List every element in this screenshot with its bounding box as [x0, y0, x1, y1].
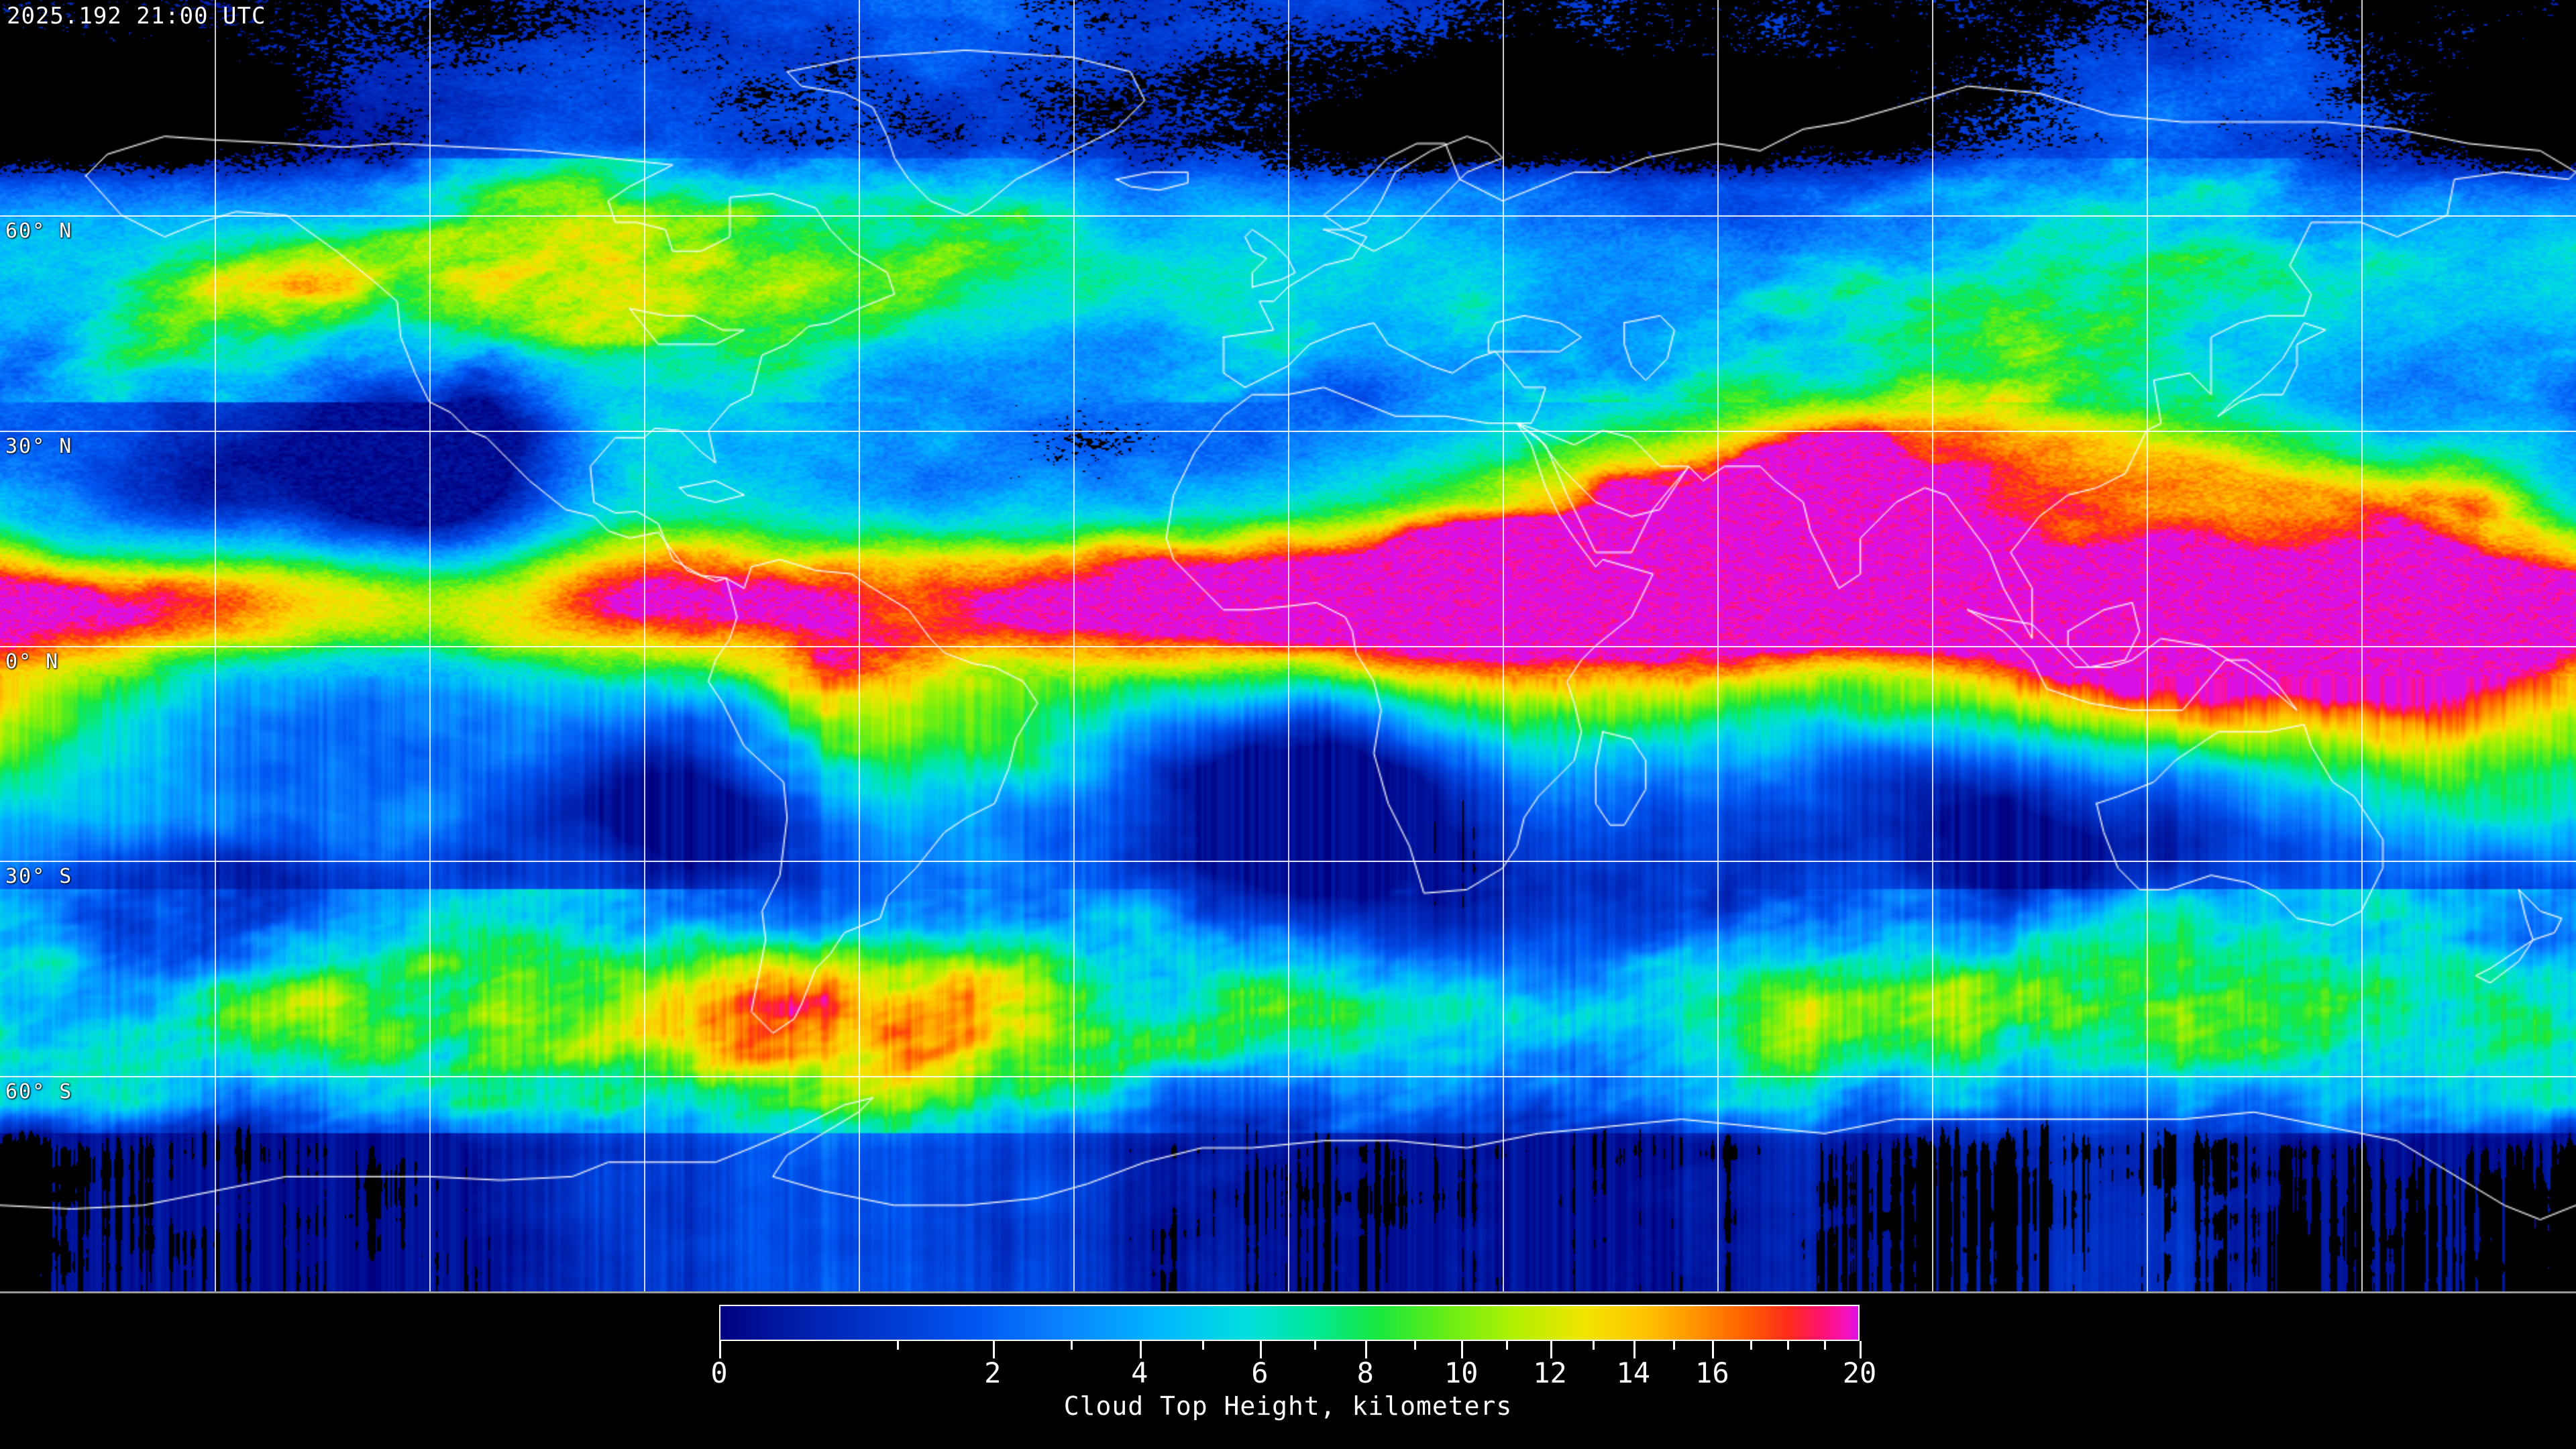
colorbar-tick-label-10: 10	[1444, 1356, 1479, 1389]
cloud-top-height-map[interactable]: 60° N 30° N 0° N 30° S 60° S 2025.192 21:00 …	[0, 0, 2576, 1291]
colorbar-gradient[interactable]	[719, 1305, 1860, 1341]
colorbar-tick-label-20: 20	[1842, 1356, 1877, 1389]
colorbar-tick-label-12: 12	[1533, 1356, 1567, 1389]
timestamp-label: 2025.192 21:00 UTC	[7, 3, 266, 30]
colorbar-minor-tick-7	[1313, 1341, 1316, 1350]
colorbar-minor-tick-18	[1787, 1341, 1790, 1350]
colorbar-tick-label-6: 6	[1251, 1356, 1269, 1389]
colorbar-major-tick-10	[1461, 1341, 1464, 1358]
colorbar-minor-tick-5	[1201, 1341, 1204, 1350]
legend-panel: 0 2 4 6 8 10 12 14 16 20 Cloud Top Height, kilome…	[0, 1293, 2576, 1449]
colorbar-tick-label-8: 8	[1356, 1356, 1374, 1389]
colorbar-major-tick-8	[1365, 1341, 1368, 1358]
colorbar-minor-tick-3	[1071, 1341, 1073, 1350]
colorbar-major-tick-2	[992, 1341, 995, 1358]
colorbar-major-tick-0	[719, 1341, 721, 1358]
colorbar-major-tick-4	[1139, 1341, 1142, 1358]
colorbar-tick-labels: 0 2 4 6 8 10 12 14 16 20	[710, 1356, 1876, 1391]
colorbar-tick-label-0: 0	[710, 1356, 728, 1389]
colorbar-tick-label-4: 4	[1131, 1356, 1148, 1389]
colorbar-minor-tick-1	[897, 1341, 900, 1350]
cloud-field-raster	[0, 0, 2576, 1291]
colorbar-minor-tick-19	[1823, 1341, 1826, 1350]
colorbar-minor-tick-15	[1673, 1341, 1676, 1350]
colorbar-tick-label-2: 2	[984, 1356, 1002, 1389]
colorbar-major-tick-16	[1712, 1341, 1715, 1358]
colorbar-minor-tick-17	[1750, 1341, 1753, 1350]
colorbar-major-tick-6	[1259, 1341, 1262, 1358]
legend-caption: Cloud Top Height, kilometers	[1063, 1391, 1513, 1421]
colorbar-wrapper[interactable]	[719, 1305, 1860, 1341]
colorbar-tick-label-14: 14	[1616, 1356, 1651, 1389]
colorbar-tick-label-16: 16	[1695, 1356, 1729, 1389]
colorbar-minor-tick-9	[1414, 1341, 1417, 1350]
colorbar-major-tick-12	[1550, 1341, 1552, 1358]
colorbar-minor-tick-11	[1506, 1341, 1509, 1350]
colorbar-major-tick-14	[1633, 1341, 1635, 1358]
panel-divider	[0, 1291, 2576, 1293]
colorbar-ticks	[719, 1341, 1862, 1361]
colorbar-major-tick-20	[1860, 1341, 1862, 1358]
colorbar-minor-tick-13	[1592, 1341, 1595, 1350]
